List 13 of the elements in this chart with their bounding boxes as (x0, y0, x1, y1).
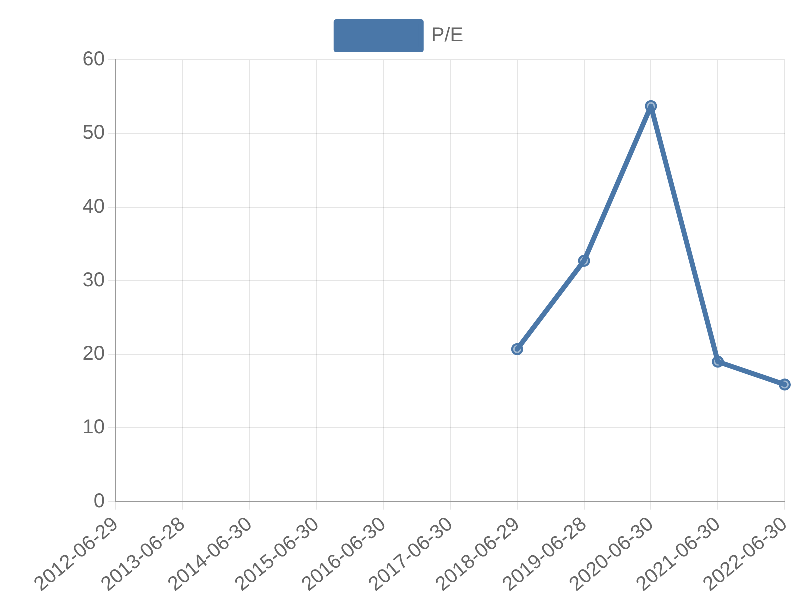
y-tick-label: 40 (82, 196, 105, 218)
legend-label: P/E (431, 24, 464, 47)
point (511, 343, 524, 356)
y-tick-label: 60 (82, 48, 105, 71)
point (779, 378, 791, 391)
y-tick-label: 10 (82, 416, 105, 439)
y-tick-label: 30 (82, 269, 105, 292)
y-tick-label: 50 (82, 122, 105, 144)
point (578, 255, 590, 268)
point (645, 100, 658, 112)
y-tick-label: 0 (94, 490, 105, 512)
point (712, 356, 724, 368)
y-tick-label: 20 (82, 343, 105, 366)
